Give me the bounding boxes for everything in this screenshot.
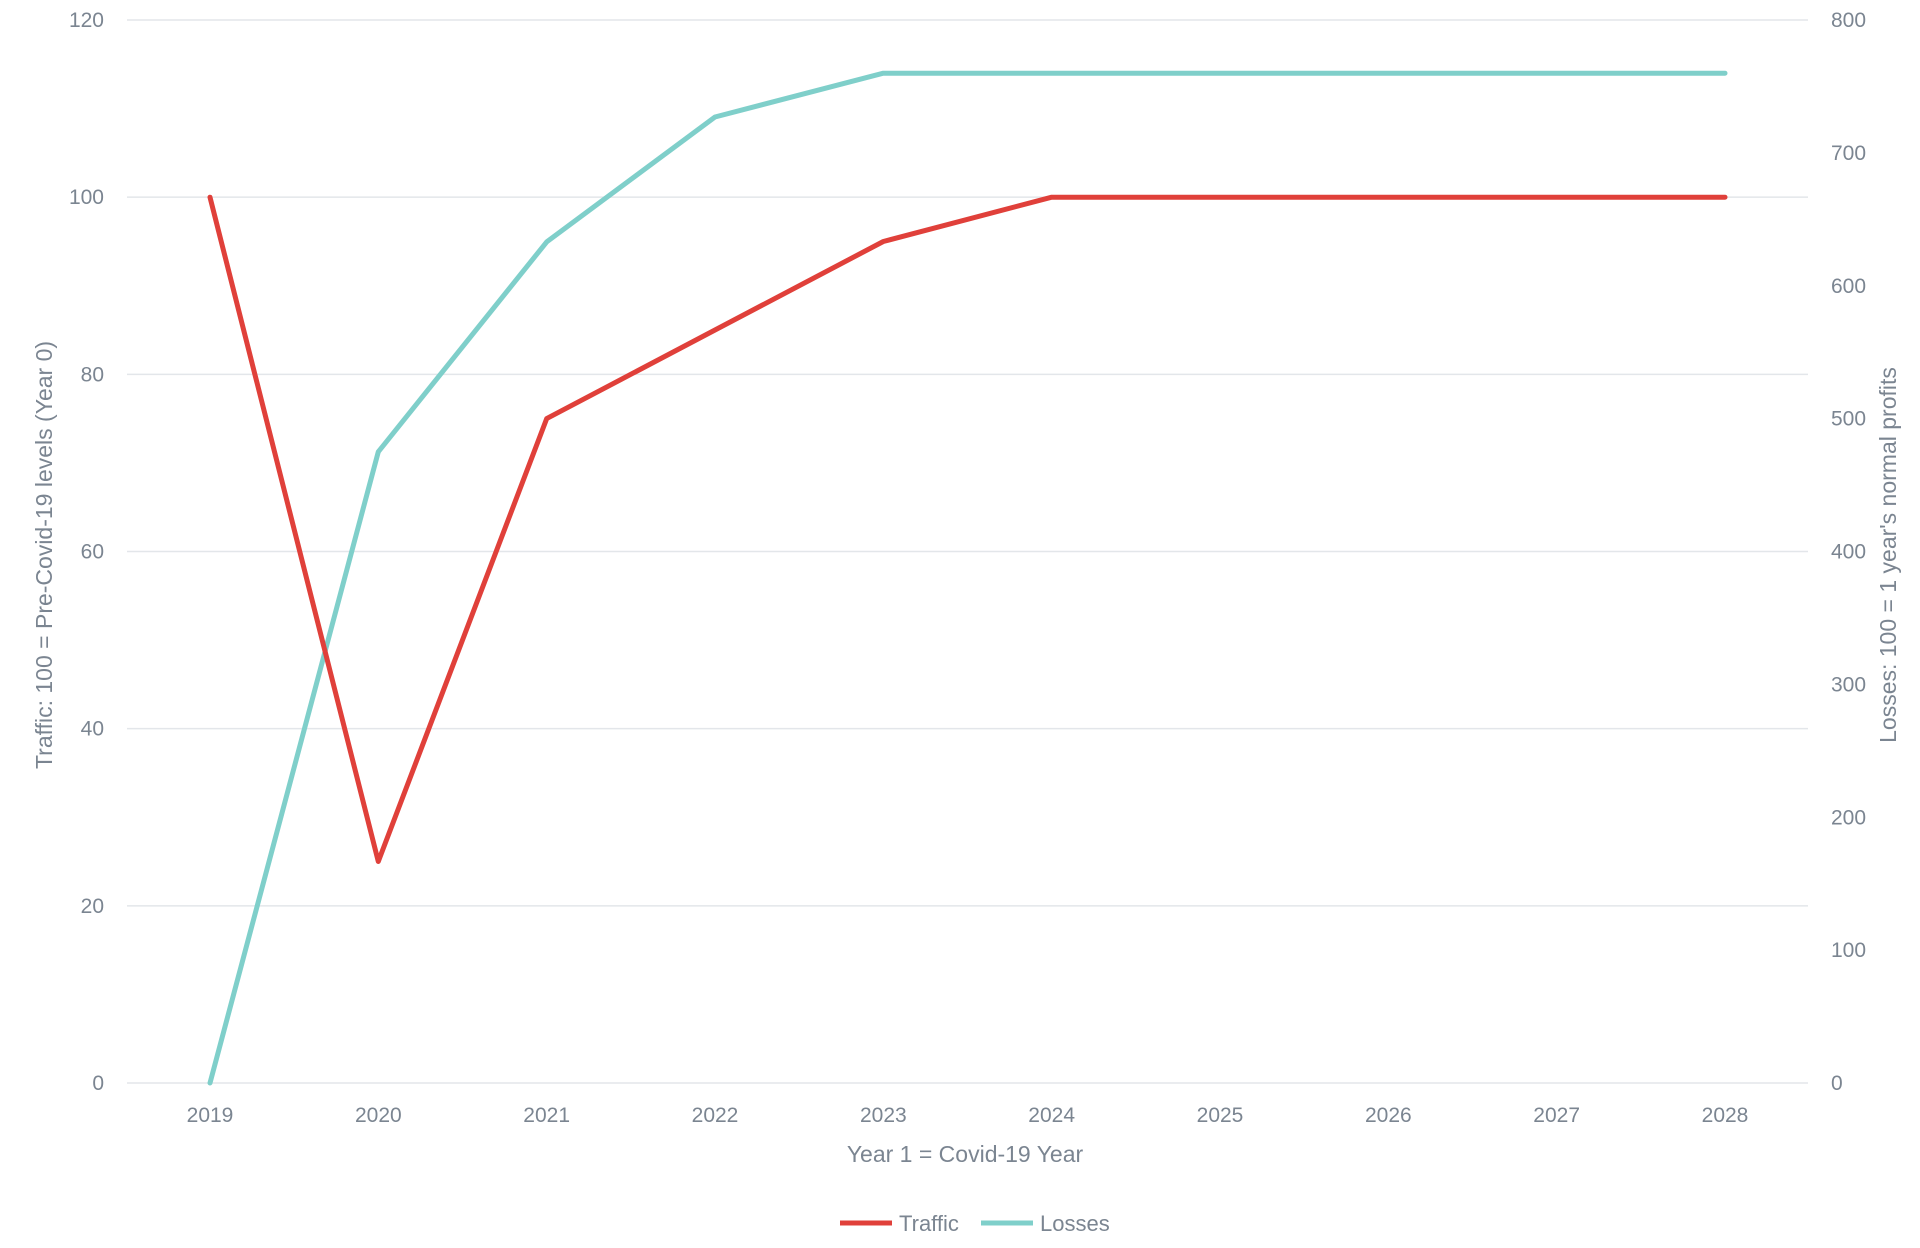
right-tick-label: 100 [1831,939,1866,962]
left-tick-label: 20 [81,895,104,918]
legend-label: Losses [1040,1211,1110,1236]
right-tick-label: 400 [1831,541,1866,564]
right-tick-label: 600 [1831,275,1866,298]
x-axis-title: Year 1 = Covid-19 Year [847,1141,1084,1167]
x-tick-label: 2028 [1702,1104,1749,1127]
x-tick-label: 2025 [1197,1104,1244,1127]
left-tick-label: 60 [81,541,104,564]
x-tick-label: 2020 [355,1104,402,1127]
right-tick-label: 700 [1831,142,1866,165]
left-y-axis-title: Traffic: 100 = Pre-Covid-19 levels (Year… [31,341,57,769]
right-tick-label: 300 [1831,673,1866,696]
left-tick-label: 0 [92,1072,104,1095]
right-y-axis-title: Losses: 100 = 1 year's normal profits [1875,367,1901,743]
x-tick-label: 2024 [1028,1104,1075,1127]
left-tick-label: 100 [69,186,104,209]
series-line-losses [207,70,1728,1086]
x-tick-label: 2021 [523,1104,570,1127]
legend-item-traffic: Traffic [840,1211,959,1236]
x-tick-label: 2022 [692,1104,739,1127]
x-tick-label: 2019 [187,1104,234,1127]
legend-label: Traffic [899,1211,959,1236]
x-tick-label: 2027 [1533,1104,1580,1127]
left-axis-ticks: 0 20 40 60 80 100 120 [69,9,104,1095]
x-tick-label: 2026 [1365,1104,1412,1127]
right-tick-label: 0 [1831,1072,1843,1095]
x-axis-ticks: 2019 2020 2021 2022 2023 2024 2025 2026 2027 2028 [187,1104,1749,1127]
right-axis-ticks: 0 100 200 300 400 500 600 700 800 [1831,9,1866,1095]
right-tick-label: 500 [1831,408,1866,431]
left-tick-label: 40 [81,718,104,741]
right-tick-label: 200 [1831,806,1866,829]
x-tick-label: 2023 [860,1104,907,1127]
series-line-traffic [207,194,1728,864]
series-lines [207,70,1728,1086]
grid-lines [127,19,1808,1084]
right-tick-label: 800 [1831,9,1866,32]
legend-item-losses: Losses [981,1211,1110,1236]
legend: Traffic Losses [840,1211,1110,1236]
left-tick-label: 80 [81,363,104,386]
left-tick-label: 120 [69,9,104,32]
